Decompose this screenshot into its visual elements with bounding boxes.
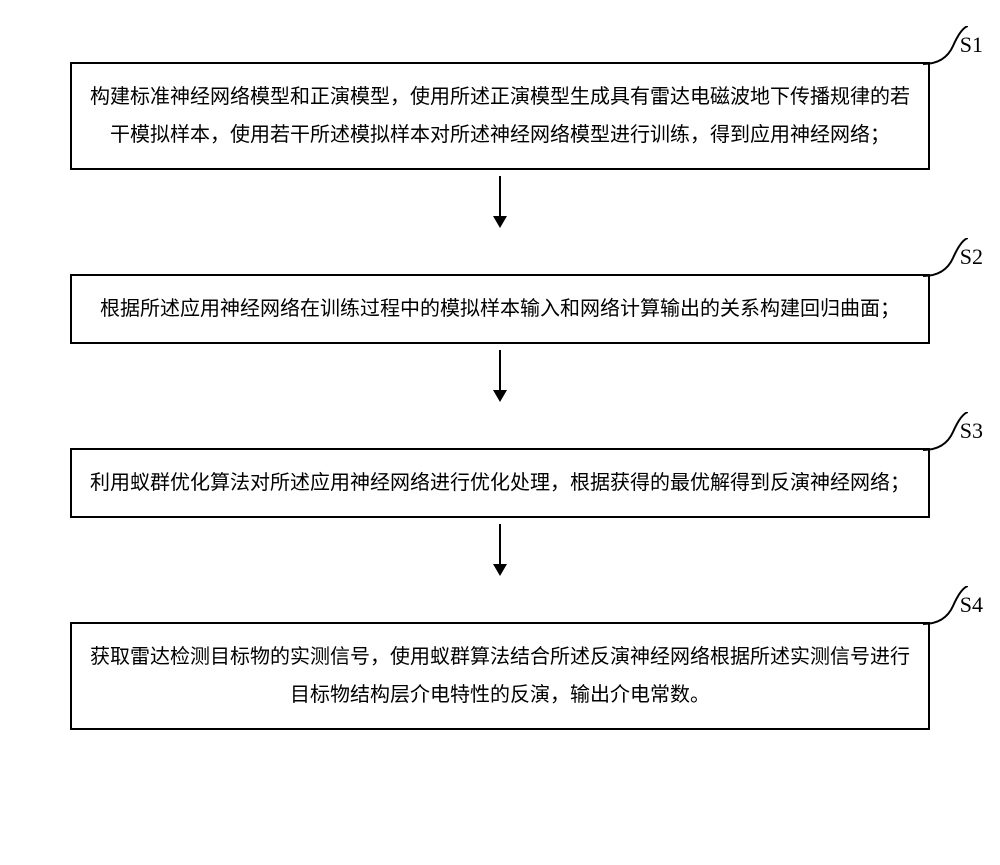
arrow-1: [499, 170, 501, 232]
step-s4-text: 获取雷达检测目标物的实测信号，使用蚁群算法结合所述反演神经网络根据所述实测信号进…: [90, 646, 910, 706]
arrow-3: [499, 518, 501, 580]
step-s3-box: S3 利用蚁群优化算法对所述应用神经网络进行优化处理，根据获得的最优解得到反演神…: [70, 448, 930, 518]
step-s2-box: S2 根据所述应用神经网络在训练过程中的模拟样本输入和网络计算输出的关系构建回归…: [70, 274, 930, 344]
step-s2-label: S2: [960, 236, 983, 278]
step-s3-text: 利用蚁群优化算法对所述应用神经网络进行优化处理，根据获得的最优解得到反演神经网络…: [90, 472, 910, 494]
step-s1-container: S1 构建标准神经网络模型和正演模型，使用所述正演模型生成具有雷达电磁波地下传播…: [40, 62, 960, 170]
step-s4-box: S4 获取雷达检测目标物的实测信号，使用蚁群算法结合所述反演神经网络根据所述实测…: [70, 622, 930, 730]
step-s3-label: S3: [960, 410, 983, 452]
step-s1-box: S1 构建标准神经网络模型和正演模型，使用所述正演模型生成具有雷达电磁波地下传播…: [70, 62, 930, 170]
step-s3-container: S3 利用蚁群优化算法对所述应用神经网络进行优化处理，根据获得的最优解得到反演神…: [40, 448, 960, 518]
step-s1-label: S1: [960, 24, 983, 66]
step-s4-label: S4: [960, 584, 983, 626]
step-s1-text: 构建标准神经网络模型和正演模型，使用所述正演模型生成具有雷达电磁波地下传播规律的…: [90, 86, 910, 146]
step-s2-container: S2 根据所述应用神经网络在训练过程中的模拟样本输入和网络计算输出的关系构建回归…: [40, 274, 960, 344]
flowchart-container: S1 构建标准神经网络模型和正演模型，使用所述正演模型生成具有雷达电磁波地下传播…: [40, 20, 960, 730]
step-s2-text: 根据所述应用神经网络在训练过程中的模拟样本输入和网络计算输出的关系构建回归曲面；: [100, 298, 900, 320]
arrow-2: [499, 344, 501, 406]
step-s4-container: S4 获取雷达检测目标物的实测信号，使用蚁群算法结合所述反演神经网络根据所述实测…: [40, 622, 960, 730]
